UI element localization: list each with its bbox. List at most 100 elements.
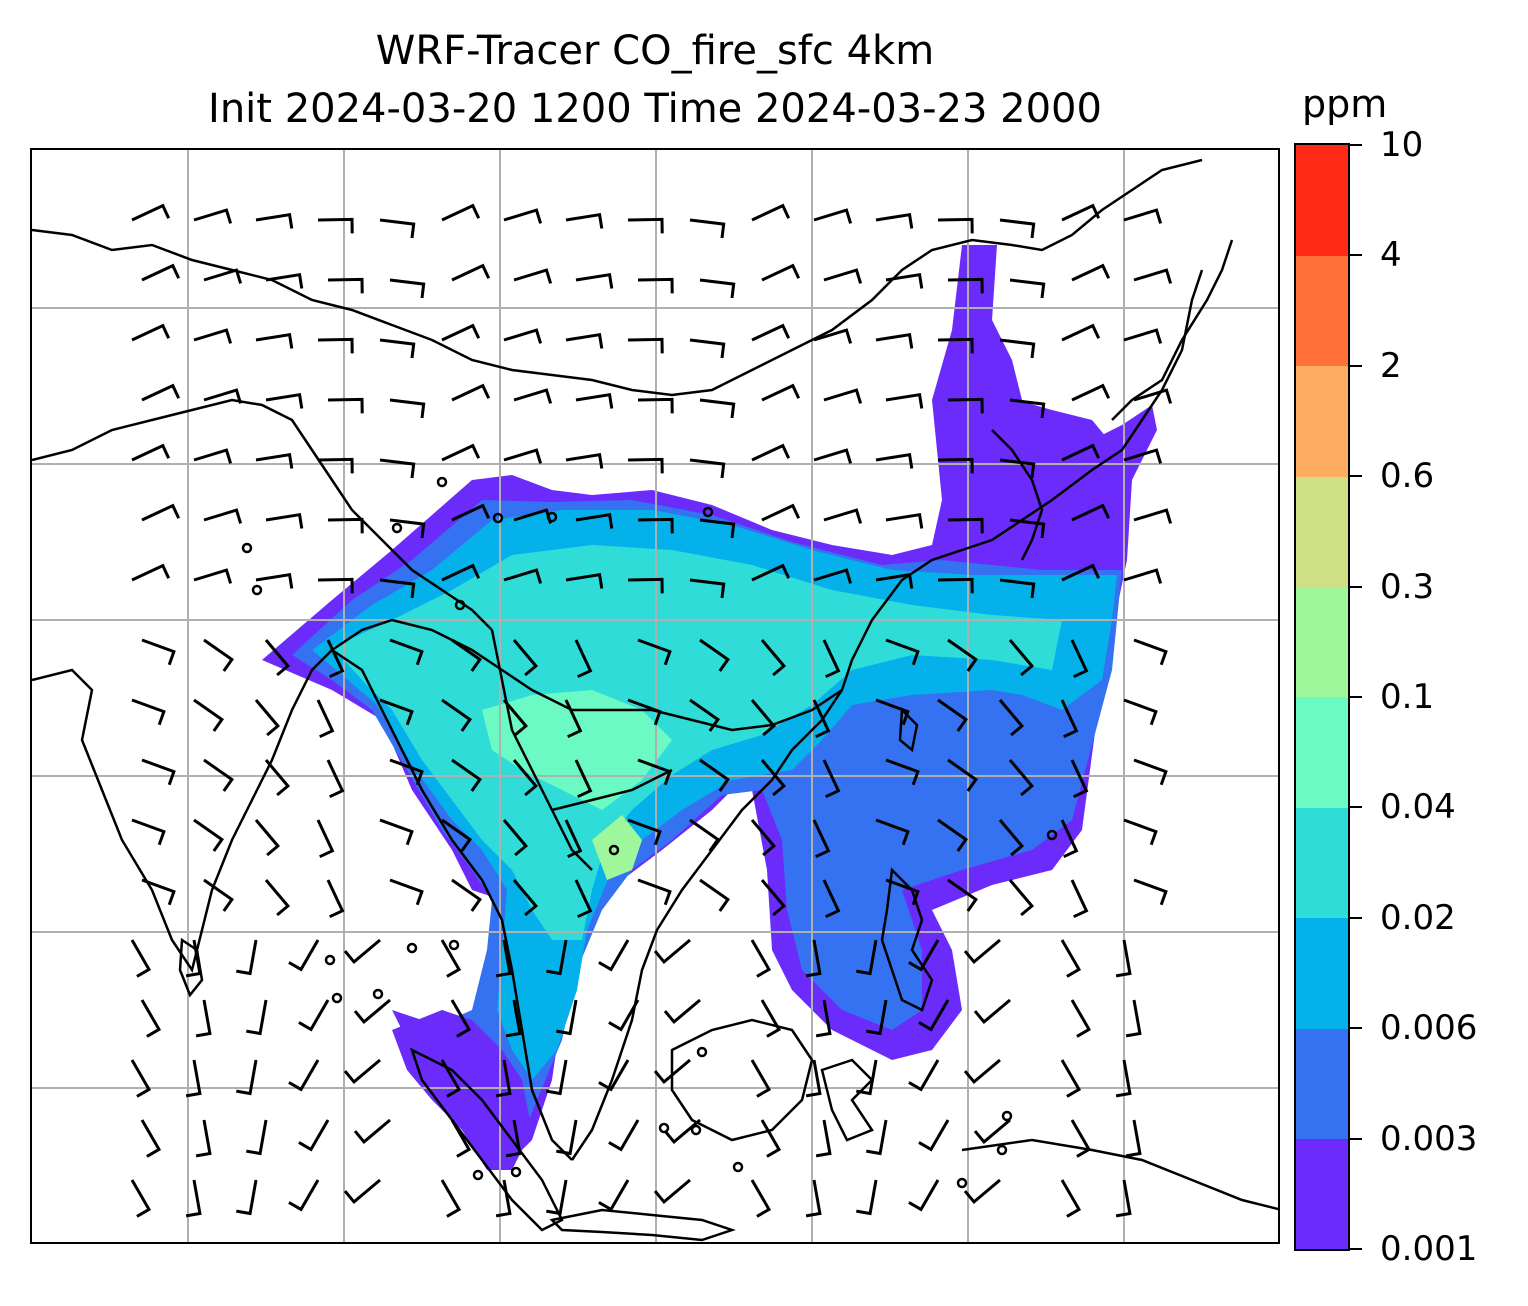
colorbar-tick-label: 10 <box>1380 125 1424 165</box>
wind-barb <box>389 758 424 786</box>
wind-barb <box>495 939 512 978</box>
wind-barb <box>973 1118 1011 1145</box>
wind-barb <box>699 278 736 299</box>
wind-barb <box>575 512 614 529</box>
wind-barb <box>130 939 152 978</box>
calm-wind-marker <box>448 939 460 951</box>
wind-barb <box>637 397 674 414</box>
calm-wind-marker <box>696 1046 708 1058</box>
wind-barb <box>750 819 777 857</box>
wind-barb <box>885 512 924 529</box>
coast-sumatra <box>409 1047 564 1232</box>
wind-barb <box>203 508 243 524</box>
calm-wind-marker <box>608 844 620 856</box>
wind-barb <box>441 818 472 852</box>
wind-barb <box>141 758 176 786</box>
colorbar-tick-label: 0.003 <box>1380 1118 1478 1159</box>
wind-barb <box>317 457 354 474</box>
wind-barb <box>327 277 364 294</box>
wind-barb <box>908 939 940 972</box>
wind-barb <box>875 698 910 726</box>
wind-barb <box>1008 879 1035 917</box>
colorbar-segment <box>1296 586 1348 698</box>
wind-barb <box>1115 1179 1132 1218</box>
wind-barb <box>1061 443 1101 462</box>
chart-title-line2: Init 2024-03-20 1200 Time 2024-03-23 200… <box>208 86 1102 132</box>
wind-barb <box>1071 503 1111 522</box>
wind-barb <box>999 338 1036 359</box>
colorbar-tick <box>1350 475 1362 478</box>
wind-barb <box>699 758 730 792</box>
wind-barb <box>1133 508 1173 524</box>
wind-barb <box>937 337 974 354</box>
wind-barb <box>999 458 1036 479</box>
wind-barb <box>265 392 304 409</box>
wind-barb <box>627 818 662 846</box>
colorbar-tick <box>1350 1137 1362 1140</box>
colorbar-tick-label: 0.1 <box>1380 677 1435 717</box>
wind-barb <box>1008 759 1035 797</box>
wind-barb <box>866 1119 888 1156</box>
wind-barb <box>203 388 243 404</box>
wind-barb <box>512 639 539 677</box>
wind-barb <box>1133 758 1168 786</box>
colorbar-tick <box>1350 364 1362 367</box>
wind-barb <box>699 878 730 912</box>
wind-barb <box>1115 939 1132 978</box>
wind-barb <box>185 939 202 978</box>
wind-barb <box>574 639 593 679</box>
wind-barb <box>918 999 950 1032</box>
wind-barb <box>998 699 1025 737</box>
colorbar-segment <box>1296 1138 1348 1250</box>
wind-barb <box>1123 818 1158 846</box>
wind-barb <box>556 1119 578 1156</box>
wind-barb <box>608 1119 640 1152</box>
wind-barb <box>1008 639 1035 677</box>
wind-barb <box>973 998 1011 1025</box>
plume-level-very-low-ne <box>1017 400 1117 490</box>
wind-barb <box>875 572 914 589</box>
wind-barb <box>546 939 568 976</box>
colorbar-tick <box>1350 1027 1362 1030</box>
wind-barb <box>875 212 914 229</box>
wind-barb <box>750 1059 772 1098</box>
wind-barb <box>805 939 822 978</box>
calm-wind-marker <box>1001 1110 1013 1122</box>
wind-barb <box>866 999 888 1036</box>
wind-barb <box>203 638 234 672</box>
wind-barb <box>495 1059 512 1098</box>
wind-barb <box>998 819 1025 857</box>
calm-wind-marker <box>241 542 253 554</box>
wind-barb <box>265 512 304 529</box>
wind-barb <box>564 819 583 859</box>
wind-barb <box>875 818 910 846</box>
wind-barb <box>822 759 841 799</box>
wind-barb <box>451 383 491 402</box>
wind-barb <box>963 938 1001 965</box>
wind-barb <box>598 939 630 972</box>
wind-barb <box>1070 639 1089 679</box>
wind-barb <box>653 938 691 965</box>
wind-barb <box>856 939 878 976</box>
wind-barb <box>1060 1059 1082 1098</box>
wind-barb <box>326 639 345 679</box>
wind-barb <box>131 818 166 846</box>
wind-barb <box>751 443 791 462</box>
colorbar-segment <box>1296 476 1348 588</box>
wind-barb <box>918 1119 950 1152</box>
wind-barb <box>141 638 176 666</box>
wind-barb <box>947 517 984 534</box>
wind-barb <box>451 758 482 792</box>
wind-barb <box>193 818 224 852</box>
colorbar-tick-label: 0.3 <box>1380 566 1435 607</box>
calm-wind-marker <box>324 954 336 966</box>
coast-philippines <box>880 867 934 1012</box>
wind-barb <box>513 268 553 284</box>
wind-barb <box>193 568 233 584</box>
wind-barb <box>1060 1179 1082 1218</box>
wind-barb <box>637 277 674 294</box>
wind-barb <box>908 1179 940 1212</box>
wind-barb <box>141 878 176 906</box>
border-china-north <box>32 158 1203 397</box>
wind-barb <box>512 759 539 797</box>
